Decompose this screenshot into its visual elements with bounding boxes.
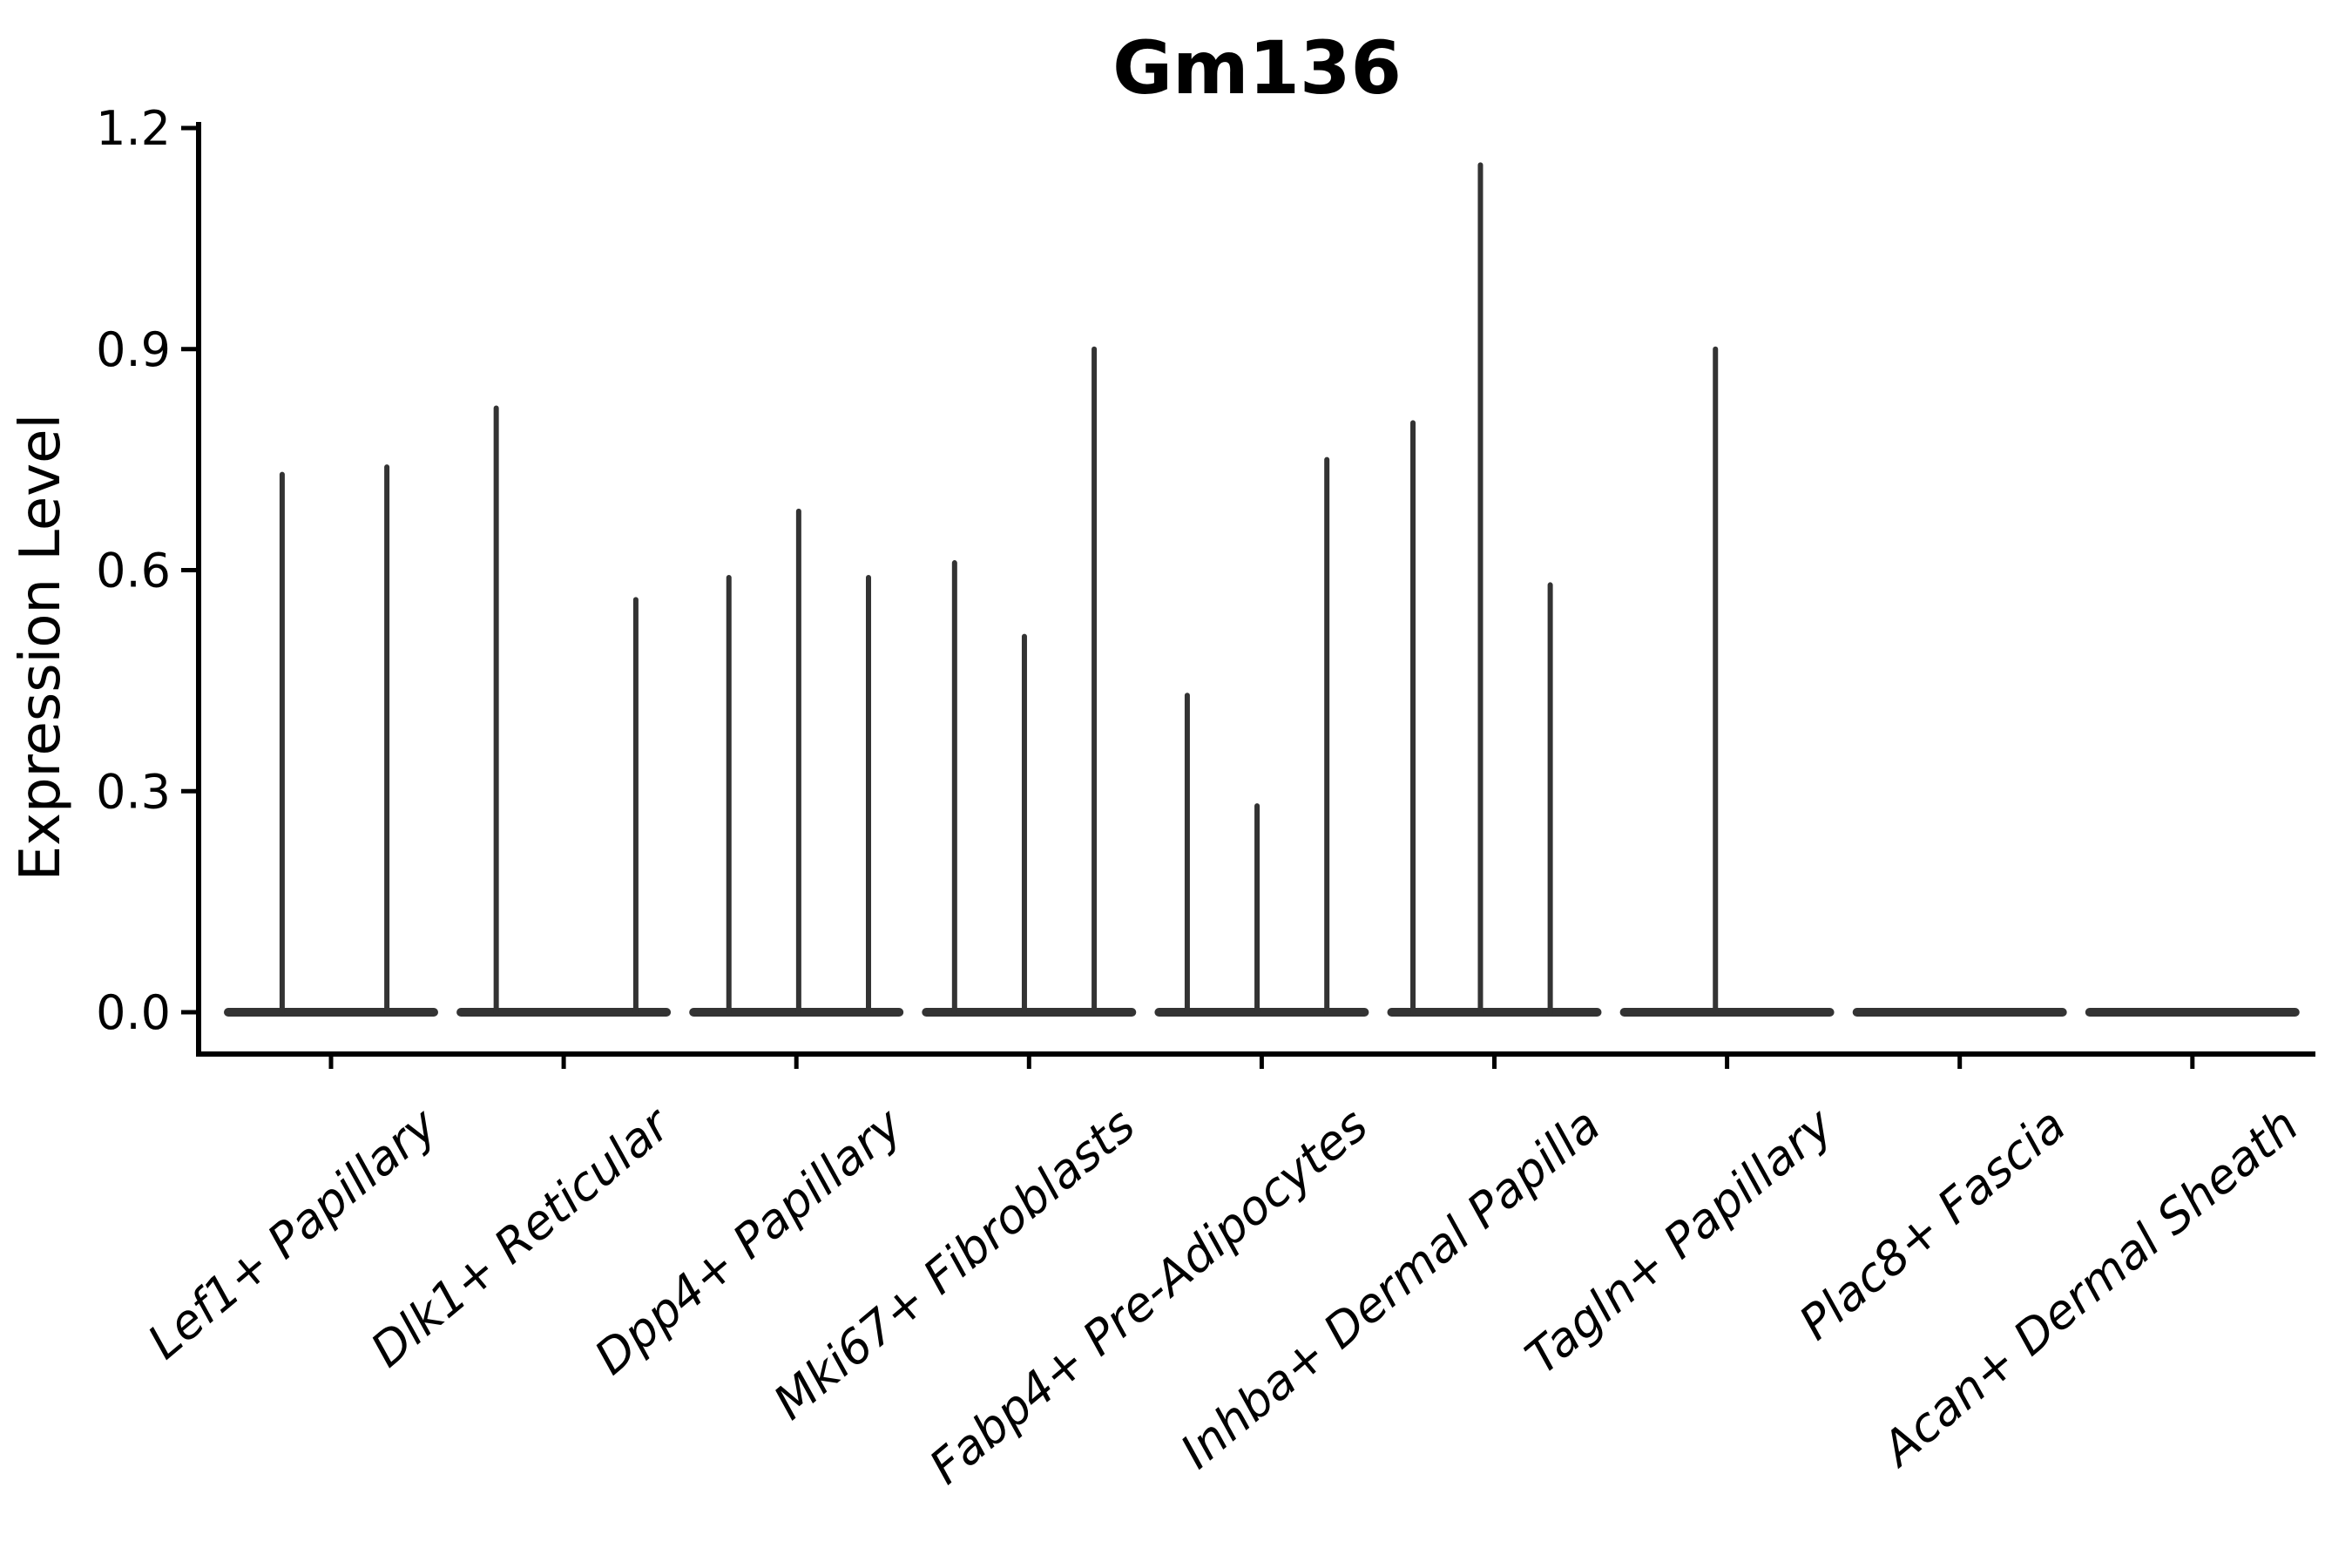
y-tick-label: 0.3: [96, 764, 171, 819]
y-tick-label: 1.2: [96, 101, 171, 156]
y-tick-label: 0.0: [96, 985, 171, 1040]
y-tick-label: 0.9: [96, 322, 171, 377]
x-tick-label: Acan+ Dermal Sheath: [1870, 1098, 2309, 1478]
x-tick-label: Fabp4+ Pre-Adipocytes: [919, 1098, 1378, 1495]
y-axis-label: Expression Level: [9, 414, 73, 882]
x-tick-label: Inhba+ Dermal Papilla: [1170, 1098, 1611, 1479]
y-tick-label: 0.6: [96, 544, 171, 598]
chart-title: Gm136: [1112, 25, 1402, 111]
